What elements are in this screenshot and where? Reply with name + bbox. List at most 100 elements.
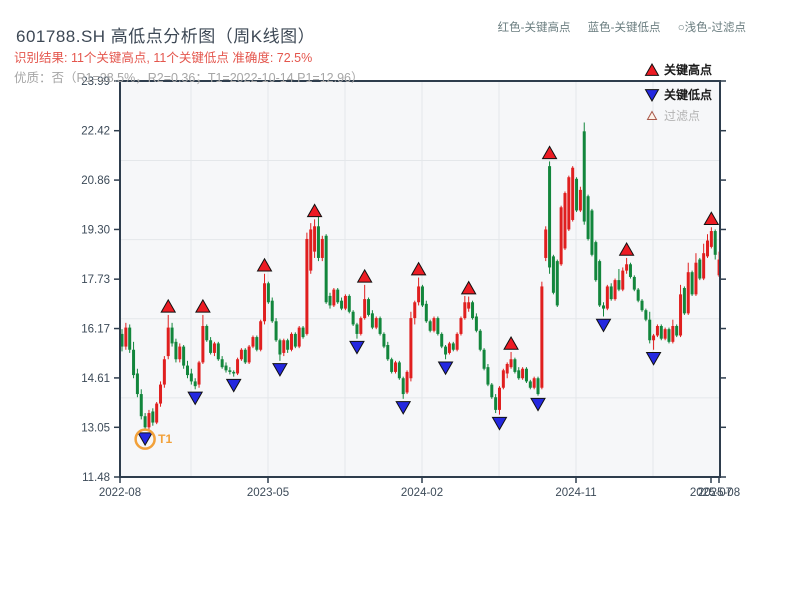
candle bbox=[451, 343, 455, 350]
plot-background bbox=[120, 81, 720, 477]
candle bbox=[474, 316, 478, 331]
candle bbox=[162, 359, 166, 385]
candle bbox=[374, 318, 378, 328]
candle bbox=[594, 242, 598, 281]
candle bbox=[135, 373, 139, 395]
candle bbox=[659, 326, 663, 339]
candle bbox=[655, 326, 659, 336]
candle bbox=[682, 288, 686, 314]
candle bbox=[393, 362, 397, 372]
candle bbox=[228, 370, 232, 372]
page-title: 601788.SH 高低点分析图（周K线图） bbox=[16, 27, 316, 46]
candle bbox=[636, 289, 640, 301]
candle bbox=[324, 235, 328, 303]
candle bbox=[621, 270, 625, 290]
candle bbox=[709, 231, 713, 247]
candle bbox=[702, 253, 706, 279]
candle bbox=[386, 345, 390, 360]
candle bbox=[232, 371, 236, 374]
candle bbox=[178, 346, 182, 360]
color-key-note: 红色-关键高点 蓝色-关键低点 ○浅色-过滤点 bbox=[484, 19, 746, 35]
candle bbox=[648, 319, 652, 341]
candle bbox=[286, 340, 290, 350]
candle bbox=[513, 359, 517, 372]
candle bbox=[486, 367, 490, 385]
candle bbox=[521, 368, 525, 379]
candle bbox=[625, 264, 629, 271]
candle bbox=[409, 318, 413, 379]
filter-point-icon bbox=[646, 110, 658, 120]
candle bbox=[282, 340, 286, 353]
candle bbox=[571, 167, 575, 220]
candle bbox=[120, 333, 124, 347]
candle bbox=[236, 359, 240, 374]
candle bbox=[336, 289, 340, 303]
candle bbox=[212, 343, 216, 353]
candle bbox=[447, 343, 451, 353]
candle bbox=[397, 362, 401, 379]
gridlines bbox=[120, 81, 720, 477]
candle bbox=[420, 286, 424, 306]
recognition-result-text: 识别结果: 11个关键高点, 11个关键低点 准确度: 72.5% bbox=[14, 51, 313, 65]
candle bbox=[413, 302, 417, 319]
candle bbox=[174, 341, 178, 360]
candle bbox=[582, 131, 586, 222]
candle bbox=[197, 362, 201, 385]
candle bbox=[378, 318, 382, 334]
candle bbox=[524, 368, 528, 382]
candle bbox=[551, 256, 555, 293]
x-tick-label: 2022-08 bbox=[99, 487, 141, 499]
candle bbox=[259, 321, 263, 350]
candle bbox=[266, 283, 270, 303]
candle bbox=[224, 365, 228, 371]
candle bbox=[239, 349, 243, 360]
candle bbox=[139, 394, 143, 417]
candle bbox=[293, 333, 297, 347]
candle bbox=[424, 303, 428, 322]
candle bbox=[305, 238, 309, 334]
candle bbox=[182, 346, 186, 366]
candle bbox=[343, 295, 347, 309]
candle bbox=[309, 229, 313, 271]
candle bbox=[617, 280, 621, 290]
candle bbox=[401, 378, 405, 395]
candle bbox=[390, 359, 394, 372]
candle bbox=[405, 371, 409, 393]
key-low-markers bbox=[137, 318, 662, 447]
candle bbox=[132, 349, 136, 376]
candle bbox=[243, 349, 247, 363]
candle bbox=[417, 286, 421, 303]
candle bbox=[147, 413, 151, 428]
candle bbox=[490, 384, 494, 398]
candle bbox=[590, 210, 594, 255]
candle bbox=[185, 365, 189, 376]
candle bbox=[251, 337, 255, 347]
candle bbox=[440, 333, 444, 347]
candle bbox=[247, 346, 251, 363]
candle bbox=[663, 329, 667, 339]
candle bbox=[575, 178, 579, 211]
candle bbox=[201, 326, 205, 363]
y-tick-label: 19.30 bbox=[81, 224, 110, 236]
candle bbox=[605, 286, 609, 309]
candle bbox=[586, 196, 590, 239]
candle bbox=[602, 305, 605, 309]
quality-result-text: 优质：否（R1=28.5%，R2=0.36；T1=2022-10-14 P1=1… bbox=[14, 71, 364, 85]
y-tick-label: 23.99 bbox=[81, 76, 110, 88]
candle bbox=[370, 313, 374, 328]
candle bbox=[340, 300, 344, 309]
legend-item-label: 关键低点 bbox=[664, 87, 712, 102]
candle bbox=[652, 335, 656, 341]
legend-item-label: 关键高点 bbox=[664, 62, 712, 77]
candle bbox=[467, 302, 471, 309]
candle bbox=[528, 381, 532, 388]
candle bbox=[567, 177, 571, 230]
candle bbox=[316, 226, 320, 258]
candle bbox=[501, 370, 505, 388]
candle bbox=[544, 229, 548, 258]
t1-label: T1 bbox=[158, 432, 172, 446]
candle bbox=[690, 272, 694, 295]
